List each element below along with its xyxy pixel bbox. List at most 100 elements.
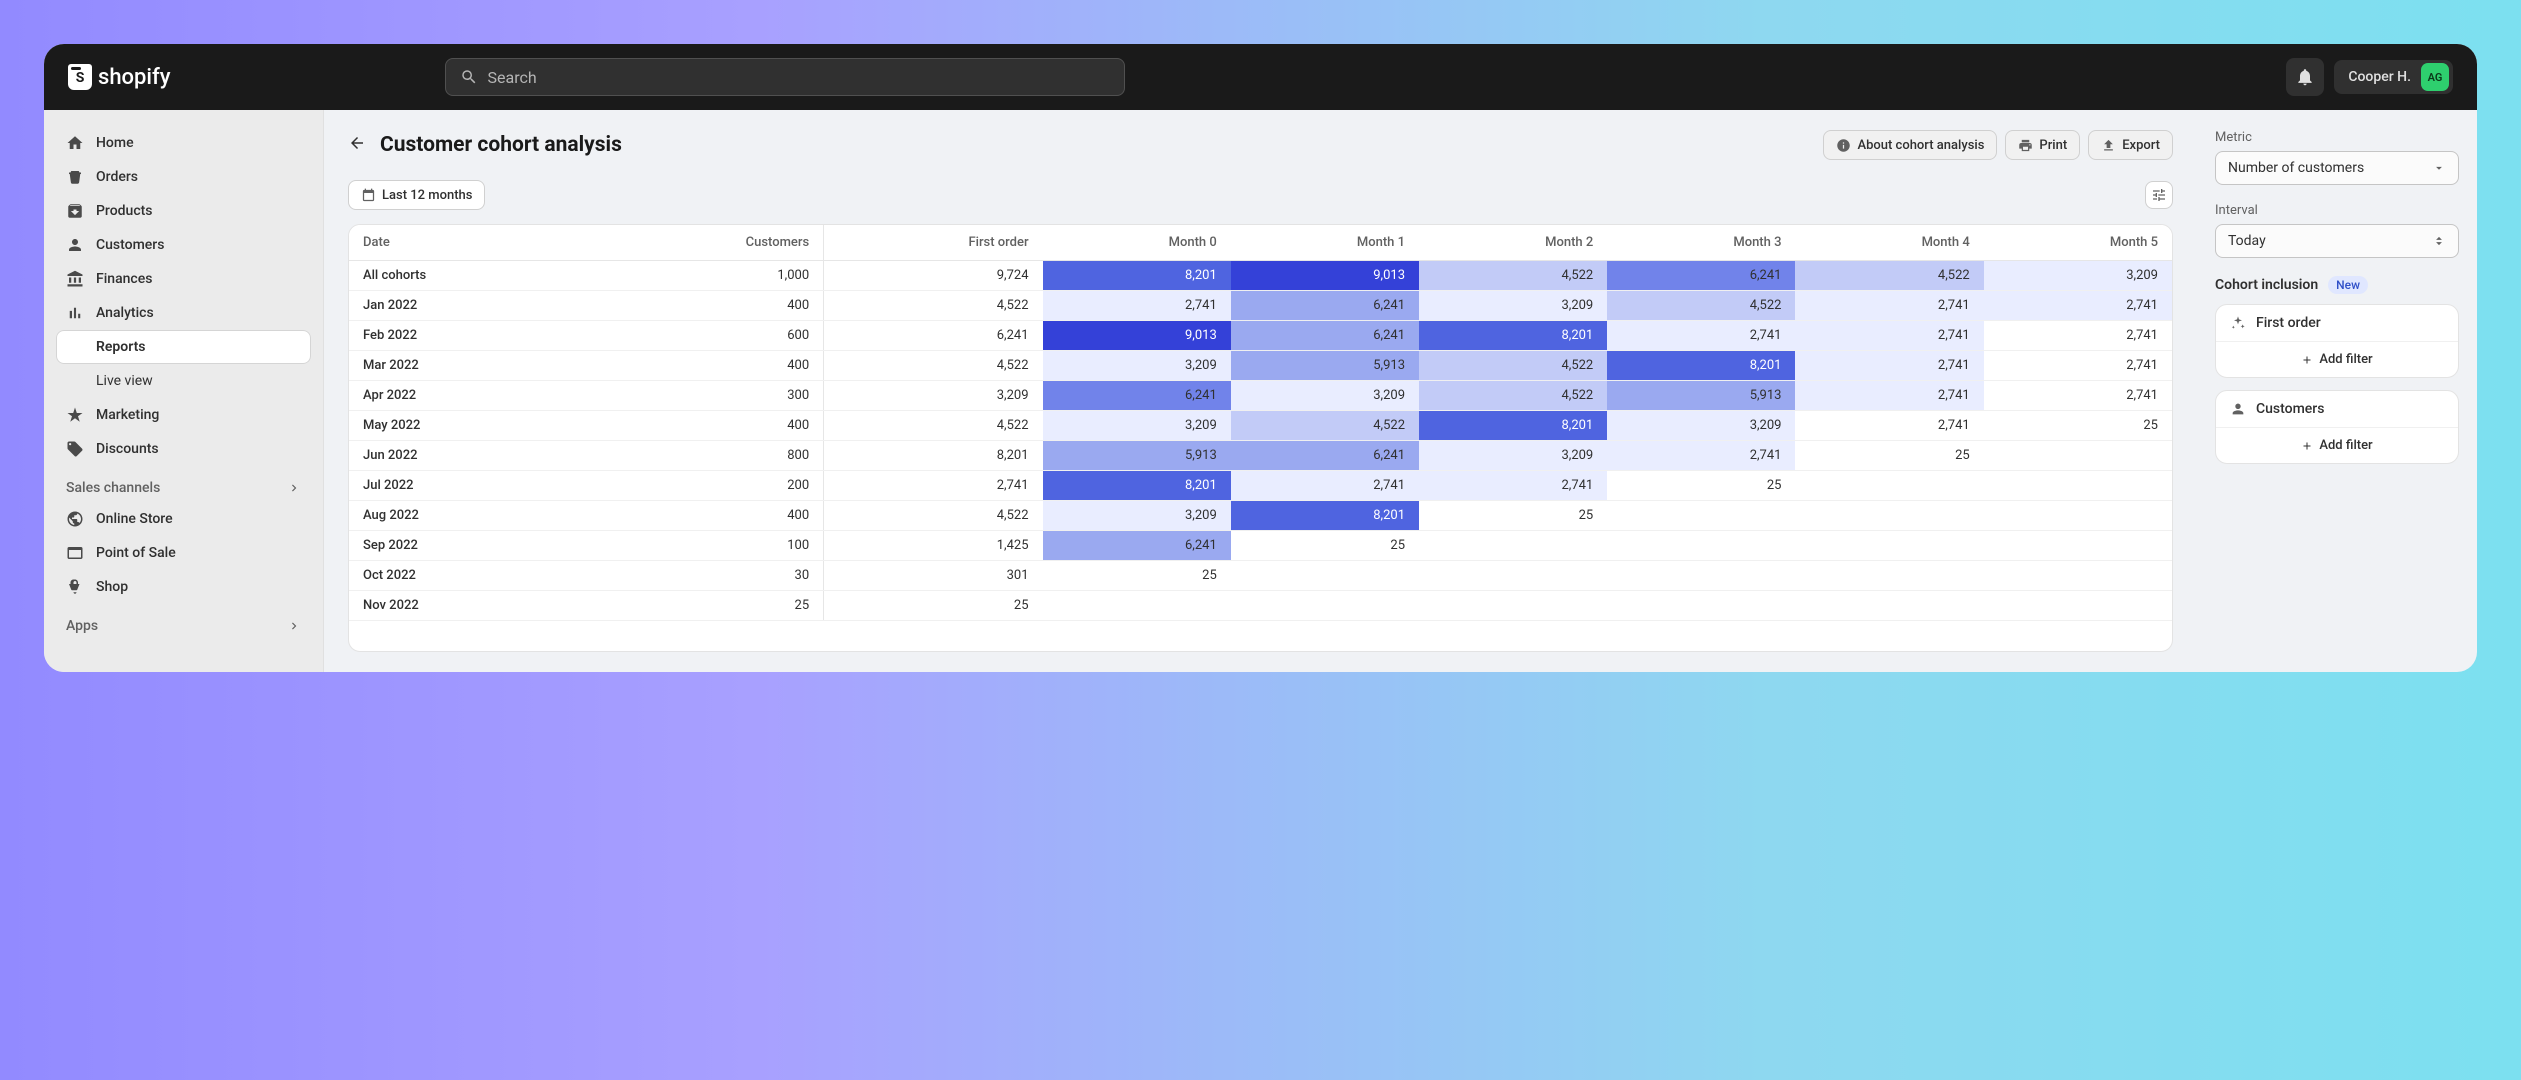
cell-month: 2,741 xyxy=(1419,471,1607,501)
cell-month: 3,209 xyxy=(1984,261,2172,291)
cell-month: 25 xyxy=(1043,561,1231,591)
cell-month: 6,241 xyxy=(1607,261,1795,291)
print-button[interactable]: Print xyxy=(2005,130,2080,160)
table-row: Oct 20223030125 xyxy=(349,561,2172,591)
cell-date: Oct 2022 xyxy=(349,561,596,591)
cell-month: 4,522 xyxy=(1419,351,1607,381)
cell-first-order: 25 xyxy=(824,591,1043,621)
nav-label: Marketing xyxy=(96,407,159,423)
person-icon xyxy=(2230,401,2246,417)
cell-customers: 400 xyxy=(596,291,824,321)
cell-date: Feb 2022 xyxy=(349,321,596,351)
arrow-left-icon xyxy=(348,134,366,152)
interval-label: Interval xyxy=(2215,203,2459,218)
sidebar-item-discounts[interactable]: Discounts xyxy=(56,432,311,466)
interval-select[interactable]: Today xyxy=(2215,224,2459,258)
sidebar-item-reports[interactable]: Reports xyxy=(56,330,311,364)
sidebar-channel-point-of-sale[interactable]: Point of Sale xyxy=(56,536,311,570)
nav-label: Reports xyxy=(96,339,146,355)
avatar: AG xyxy=(2421,63,2449,91)
cell-month: 25 xyxy=(1419,501,1607,531)
cell-month: 2,741 xyxy=(1984,351,2172,381)
sidebar-item-home[interactable]: Home xyxy=(56,126,311,160)
cell-first-order: 9,724 xyxy=(824,261,1043,291)
cell-date: Aug 2022 xyxy=(349,501,596,531)
cell-month xyxy=(1795,531,1983,561)
cell-month: 8,201 xyxy=(1043,261,1231,291)
cohort-table-container[interactable]: DateCustomersFirst orderMonth 0Month 1Mo… xyxy=(348,224,2173,652)
cell-month: 25 xyxy=(1231,531,1419,561)
logo[interactable]: S shopify xyxy=(68,64,171,90)
metric-select[interactable]: Number of customers xyxy=(2215,151,2459,185)
home-icon xyxy=(66,134,84,152)
filter-card-label: Customers xyxy=(2256,401,2324,417)
cell-month: 8,201 xyxy=(1419,321,1607,351)
discounts-icon xyxy=(66,440,84,458)
page-title: Customer cohort analysis xyxy=(380,133,622,157)
sidebar-item-live-view[interactable]: Live view xyxy=(56,364,311,398)
sidebar-item-orders[interactable]: Orders xyxy=(56,160,311,194)
user-menu[interactable]: Cooper H. AG xyxy=(2334,60,2453,94)
cell-month xyxy=(1795,471,1983,501)
cell-month: 25 xyxy=(1795,441,1983,471)
apps-header[interactable]: Apps xyxy=(56,604,311,640)
sidebar-item-marketing[interactable]: Marketing xyxy=(56,398,311,432)
cell-month: 5,913 xyxy=(1231,351,1419,381)
add-filter-button[interactable]: Add filter xyxy=(2216,342,2458,377)
table-row: Jun 20228008,2015,9136,2413,2092,74125 xyxy=(349,441,2172,471)
app-window: S shopify Search Cooper H. AG Home Orders… xyxy=(44,44,2477,672)
about-button[interactable]: About cohort analysis xyxy=(1823,130,1997,160)
cell-month: 6,241 xyxy=(1231,291,1419,321)
cell-month: 25 xyxy=(1607,471,1795,501)
sidebar-channel-online-store[interactable]: Online Store xyxy=(56,502,311,536)
cell-date: Nov 2022 xyxy=(349,591,596,621)
sidebar-item-products[interactable]: Products xyxy=(56,194,311,228)
cell-month: 2,741 xyxy=(1607,441,1795,471)
table-row: Nov 20222525 xyxy=(349,591,2172,621)
calendar-icon xyxy=(361,188,376,203)
cell-month: 2,741 xyxy=(1795,321,1983,351)
sliders-icon xyxy=(2151,187,2167,203)
sidebar-channel-shop[interactable]: Shop xyxy=(56,570,311,604)
nav-label: Orders xyxy=(96,169,138,185)
cell-month: 8,201 xyxy=(1231,501,1419,531)
cell-customers: 800 xyxy=(596,441,824,471)
export-button[interactable]: Export xyxy=(2088,130,2173,160)
cell-month: 6,241 xyxy=(1043,531,1231,561)
info-icon xyxy=(1836,138,1851,153)
metric-value: Number of customers xyxy=(2228,160,2364,176)
cell-month: 4,522 xyxy=(1795,261,1983,291)
table-row: Apr 20223003,2096,2413,2094,5225,9132,74… xyxy=(349,381,2172,411)
cell-first-order: 4,522 xyxy=(824,351,1043,381)
chevron-right-icon xyxy=(287,481,301,495)
nav-label: Discounts xyxy=(96,441,159,457)
interval-value: Today xyxy=(2228,233,2266,249)
sidebar-item-analytics[interactable]: Analytics xyxy=(56,296,311,330)
cell-month xyxy=(1419,561,1607,591)
col-header: Month 3 xyxy=(1607,225,1795,261)
sidebar-item-customers[interactable]: Customers xyxy=(56,228,311,262)
cell-customers: 200 xyxy=(596,471,824,501)
add-filter-label: Add filter xyxy=(2319,438,2372,453)
back-button[interactable] xyxy=(348,134,366,156)
notifications-button[interactable] xyxy=(2286,58,2324,96)
cell-month xyxy=(1795,561,1983,591)
col-header: Month 0 xyxy=(1043,225,1231,261)
sales-channels-header[interactable]: Sales channels xyxy=(56,466,311,502)
cell-month xyxy=(1231,561,1419,591)
col-header: Month 2 xyxy=(1419,225,1607,261)
sidebar-item-finances[interactable]: Finances xyxy=(56,262,311,296)
right-panel: Metric Number of customers Interval Toda… xyxy=(2197,110,2477,672)
nav-label: Customers xyxy=(96,237,164,253)
col-header: Month 1 xyxy=(1231,225,1419,261)
table-settings-button[interactable] xyxy=(2145,181,2173,209)
cell-month: 3,209 xyxy=(1231,381,1419,411)
cohort-inclusion-title: Cohort inclusion xyxy=(2215,277,2318,293)
date-range-filter[interactable]: Last 12 months xyxy=(348,180,485,210)
search-input[interactable]: Search xyxy=(445,58,1125,96)
col-header: Date xyxy=(349,225,596,261)
cell-month: 3,209 xyxy=(1419,291,1607,321)
print-label: Print xyxy=(2039,138,2067,153)
cell-month: 8,201 xyxy=(1607,351,1795,381)
add-filter-button[interactable]: Add filter xyxy=(2216,428,2458,463)
